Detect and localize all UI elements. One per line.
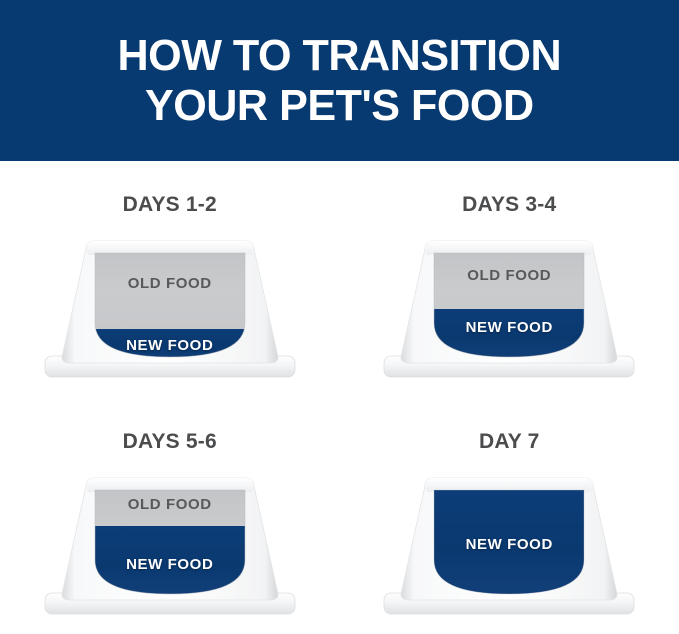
- bowl-cavity: [94, 489, 245, 594]
- food-bowl-days-3-4: OLD FOOD NEW FOOD: [376, 231, 642, 383]
- new-food-fill: [434, 489, 585, 594]
- food-bowl-days-5-6: OLD FOOD NEW FOOD: [37, 468, 303, 620]
- transition-step-days-1-2: DAYS 1-2: [0, 161, 340, 398]
- transition-step-day-7: DAY 7: [340, 398, 679, 634]
- header-banner: HOW TO TRANSITION YOUR PET'S FOOD: [0, 0, 679, 161]
- step-title-days-5-6: DAYS 5-6: [122, 429, 217, 453]
- new-food-fill: [94, 525, 245, 594]
- bowl-rim: [425, 241, 594, 255]
- transition-step-days-3-4: DAYS 3-4: [340, 161, 679, 398]
- bowl-illustration: [44, 240, 296, 378]
- bowl-illustration: [383, 240, 635, 378]
- new-food-fill: [434, 309, 585, 357]
- step-title-day-7: DAY 7: [478, 429, 540, 453]
- bowl-cavity: [94, 253, 245, 357]
- bowl-rim: [85, 477, 254, 492]
- cavity-outline: [433, 252, 585, 358]
- header-title-line-2: YOUR PET'S FOOD: [145, 80, 534, 130]
- header-title-line-1: HOW TO TRANSITION: [117, 30, 562, 80]
- cavity-outline: [94, 252, 246, 358]
- bowl-cavity: [434, 489, 585, 594]
- food-bowl-days-1-2: OLD FOOD NEW FOOD: [37, 231, 303, 383]
- step-title-days-3-4: DAYS 3-4: [462, 193, 557, 216]
- bowl-rim: [85, 241, 254, 255]
- cavity-outline: [433, 489, 585, 594]
- bowl-illustration: [383, 477, 635, 614]
- step-title-days-1-2: DAYS 1-2: [122, 193, 217, 216]
- cavity-outline: [94, 489, 246, 594]
- bowl-cavity: [434, 253, 585, 357]
- bowl-rim: [425, 477, 594, 492]
- transition-step-days-5-6: DAYS 5-6: [0, 398, 340, 634]
- transition-steps-grid: DAYS 1-2: [0, 161, 679, 634]
- bowl-illustration: [44, 477, 296, 614]
- food-bowl-day-7: NEW FOOD: [376, 468, 642, 620]
